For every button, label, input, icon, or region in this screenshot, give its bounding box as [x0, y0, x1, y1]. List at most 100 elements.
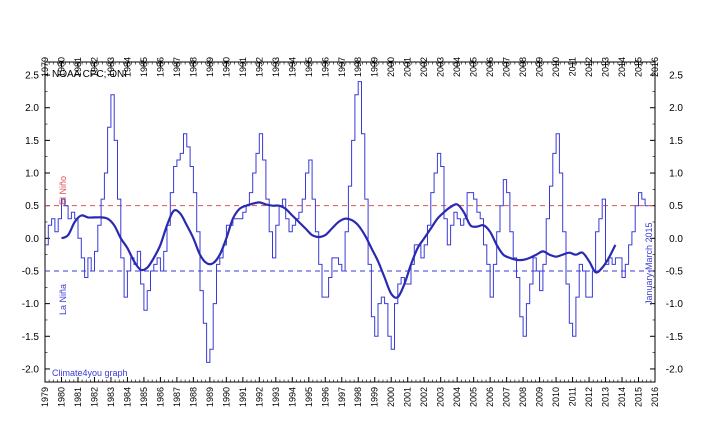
x-tick-label-top: 1994 [287, 57, 297, 77]
x-tick-label-top: 2001 [403, 57, 413, 77]
x-tick-label-top: 2007 [502, 57, 512, 77]
x-tick-label-bottom: 2004 [452, 387, 462, 407]
x-tick-label-bottom: 1999 [370, 387, 380, 407]
x-tick-label-bottom: 2009 [535, 387, 545, 407]
y-tick-label-right: -1.0 [666, 299, 684, 310]
x-tick-label-bottom: 2003 [436, 387, 446, 407]
x-tick-label-top: 1993 [271, 57, 281, 77]
oni-monthly-line [45, 81, 649, 363]
y-tick-label-left: 1.0 [25, 169, 39, 180]
x-tick-label-top: 1989 [205, 57, 215, 77]
x-tick-label-top: 2000 [386, 57, 396, 77]
y-tick-label-left: 0.5 [25, 201, 39, 212]
x-tick-label-bottom: 1997 [337, 387, 347, 407]
x-tick-label-bottom: 1991 [238, 387, 248, 407]
x-tick-label-top: 1987 [172, 57, 182, 77]
y-tick-label-right: -1.5 [666, 332, 684, 343]
x-tick-label-top: 2010 [551, 57, 561, 77]
x-tick-label-top: 2003 [436, 57, 446, 77]
x-tick-label-top: 1990 [221, 57, 231, 77]
x-tick-label-top: 1984 [122, 57, 132, 77]
x-tick-label-top: 2004 [452, 57, 462, 77]
x-tick-label-top: 2006 [485, 57, 495, 77]
x-tick-label-top: 2016 [650, 57, 660, 77]
y-tick-label-left: 2.5 [25, 71, 39, 82]
x-tick-label-top: 2005 [469, 57, 479, 77]
x-tick-label-top: 2013 [601, 57, 611, 77]
x-tick-label-bottom: 2011 [568, 387, 578, 406]
x-tick-label-top: 1986 [155, 57, 165, 77]
y-tick-label-left: 2.0 [25, 103, 39, 114]
y-tick-label-right: 0.0 [669, 234, 683, 245]
x-tick-label-top: 2015 [634, 57, 644, 77]
la-nina-label: La Niña [58, 284, 68, 315]
y-tick-label-right: 2.5 [669, 71, 683, 82]
x-tick-label-bottom: 2005 [469, 387, 479, 407]
y-tick-label-right: -2.0 [666, 364, 684, 375]
x-tick-label-bottom: 1979 [40, 387, 50, 407]
x-tick-label-top: 1991 [238, 57, 248, 77]
x-tick-label-top: 1985 [139, 57, 149, 77]
x-tick-label-top: 1996 [320, 57, 330, 77]
x-tick-label-bottom: 1998 [353, 387, 363, 407]
x-tick-label-bottom: 2007 [502, 387, 512, 407]
x-tick-label-bottom: 1980 [56, 387, 66, 407]
y-tick-label-right: -0.5 [666, 266, 684, 277]
x-tick-label-bottom: 2014 [617, 387, 627, 407]
credit-label: Climate4you graph [52, 368, 128, 378]
x-tick-label-top: 2002 [419, 57, 429, 77]
x-tick-label-bottom: 1982 [89, 387, 99, 407]
x-tick-label-bottom: 1987 [172, 387, 182, 407]
x-tick-label-bottom: 2016 [650, 387, 660, 407]
x-tick-label-bottom: 1994 [287, 387, 297, 407]
x-tick-label-top: 1980 [56, 57, 66, 77]
x-tick-label-bottom: 1985 [139, 387, 149, 407]
x-tick-label-bottom: 1996 [320, 387, 330, 407]
x-tick-label-top: 1988 [188, 57, 198, 77]
x-tick-label-top: 2008 [518, 57, 528, 77]
x-tick-label-bottom: 2013 [601, 387, 611, 407]
x-tick-label-top: 2012 [584, 57, 594, 77]
x-tick-label-top: 1997 [337, 57, 347, 77]
series-group [45, 81, 649, 363]
x-axis-top: 1979 1980 1981 1982 1983 1984 1985 1986 1987 1988… [40, 57, 660, 77]
x-tick-label-top: 2011 [568, 57, 578, 76]
x-tick-label-top: 1995 [304, 57, 314, 77]
threshold-lines [45, 205, 655, 272]
x-tick-label-bottom: 1992 [254, 387, 264, 407]
x-tick-label-top: 1999 [370, 57, 380, 77]
y-tick-label-left: 1.5 [25, 136, 39, 147]
x-tick-label-top: 2009 [535, 57, 545, 77]
y-tick-label-left: -2.0 [22, 364, 40, 375]
x-tick-label-bottom: 2008 [518, 387, 528, 407]
x-tick-label-top: 1981 [73, 57, 83, 77]
x-tick-label-bottom: 1984 [122, 387, 132, 407]
x-tick-label-bottom: 1981 [73, 387, 83, 407]
x-tick-label-top: 1983 [106, 57, 116, 77]
x-tick-label-top: 1992 [254, 57, 264, 77]
y-tick-label-right: 2.0 [669, 103, 683, 114]
x-axis-bottom: 1979 1980 1981 1982 1983 1984 1985 1986 1987 1988… [40, 377, 660, 407]
x-tick-label-bottom: 1989 [205, 387, 215, 407]
x-tick-label-bottom: 2002 [419, 387, 429, 407]
y-tick-label-left: -0.5 [22, 266, 40, 277]
x-tick-label-bottom: 2015 [634, 387, 644, 407]
y-tick-label-left: -1.5 [22, 332, 40, 343]
x-tick-label-bottom: 2012 [584, 387, 594, 407]
y-tick-label-left: 0.0 [25, 234, 39, 245]
x-tick-label-bottom: 1990 [221, 387, 231, 407]
chart-title: NOAA CPC; ONI [52, 69, 127, 80]
x-tick-label-bottom: 1988 [188, 387, 198, 407]
x-tick-label-top: 1998 [353, 57, 363, 77]
x-tick-label-top: 1982 [89, 57, 99, 77]
y-tick-label-right: 0.5 [669, 201, 683, 212]
x-tick-label-bottom: 1986 [155, 387, 165, 407]
x-tick-label-bottom: 2001 [403, 387, 413, 407]
x-tick-label-bottom: 1993 [271, 387, 281, 407]
y-tick-label-left: -1.0 [22, 299, 40, 310]
right-note: January-March 2015 [644, 222, 654, 305]
x-tick-label-top: 1979 [40, 57, 50, 77]
